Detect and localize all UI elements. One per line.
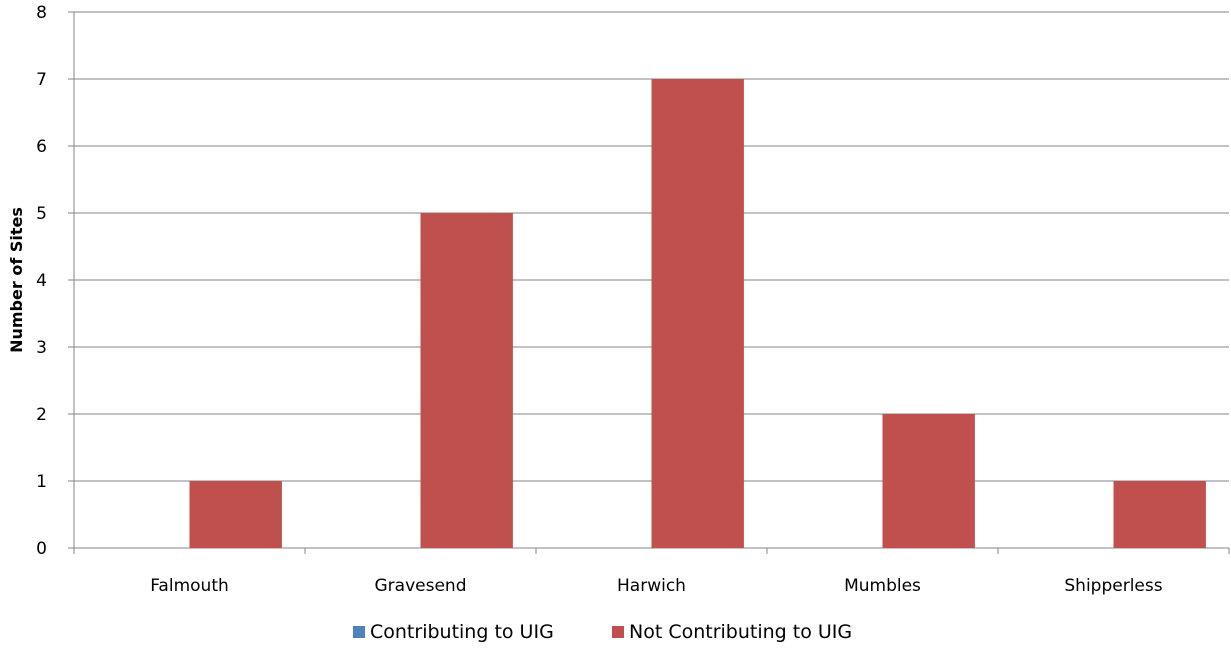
y-tick-label: 5 [36,204,47,224]
y-tick-label: 2 [36,405,47,425]
y-tick-label: 3 [36,338,47,358]
y-tick-label: 8 [36,3,47,23]
bar-not-contributing-mumbles [882,414,975,548]
x-tick-labels: Falmouth Gravesend Harwich Mumbles Shipperle… [150,576,1163,596]
legend-swatch [612,626,624,638]
legend-swatch [353,626,365,638]
bar-not-contributing-shipperless [1113,481,1206,548]
y-tick-label: 0 [36,539,47,559]
bars [189,79,1206,548]
axes [68,11,1230,554]
bar-not-contributing-falmouth [189,481,282,548]
x-tick-label: Shipperless [1064,576,1162,596]
y-axis-title: Number of Sites [7,207,26,353]
y-tick-labels: 0 1 2 3 4 5 6 7 8 [36,3,47,559]
x-tick-label: Harwich [617,576,686,596]
x-tick-label: Falmouth [150,576,229,596]
x-tick-label: Gravesend [375,576,467,596]
y-tick-label: 7 [36,70,47,90]
bar-not-contributing-gravesend [420,213,513,548]
x-tick-label: Mumbles [844,576,921,596]
y-tick-label: 4 [36,271,47,291]
legend-label: Contributing to UIG [370,621,554,643]
legend-label: Not Contributing to UIG [629,621,852,643]
y-tick-label: 6 [36,137,47,157]
legend: Contributing to UIG Not Contributing to U… [353,621,852,643]
bar-not-contributing-harwich [651,79,744,548]
y-tick-label: 1 [36,472,47,492]
